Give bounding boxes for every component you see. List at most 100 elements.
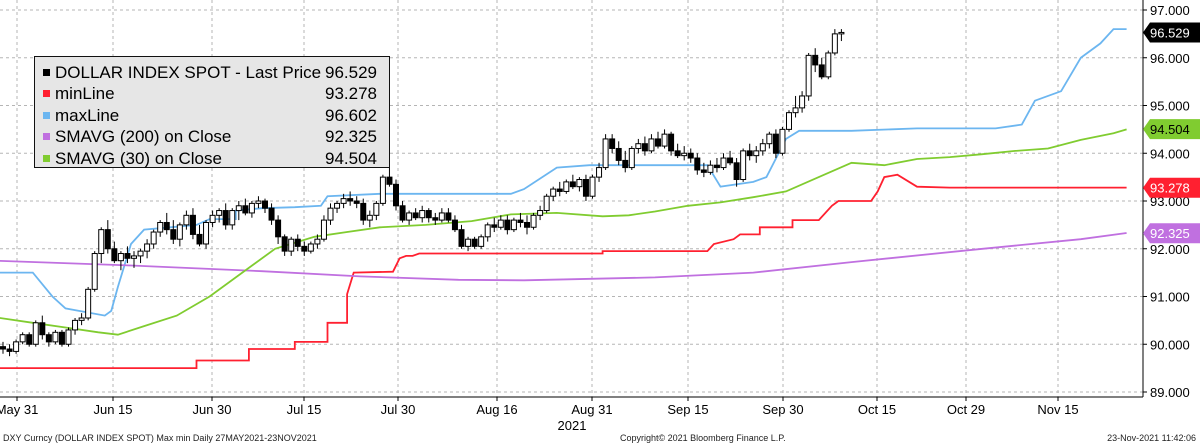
candle-body [818, 64, 825, 78]
candle [98, 227, 105, 264]
candle [216, 208, 223, 223]
candle-body [216, 210, 223, 216]
candle [510, 217, 517, 233]
candle-body [661, 133, 668, 147]
candle [157, 220, 164, 237]
candle [301, 241, 308, 256]
last-value-tag-label: 96.529 [1150, 25, 1190, 40]
candle [818, 57, 825, 80]
candle [52, 329, 59, 345]
candle [596, 162, 603, 182]
candle [13, 339, 20, 354]
candle [491, 217, 498, 233]
y-tick-label: 95.000 [1150, 99, 1190, 114]
candle [812, 48, 819, 73]
candle [563, 179, 570, 194]
candle-body [622, 159, 629, 169]
candle [766, 131, 773, 149]
candle [530, 212, 537, 230]
candle-body [759, 143, 766, 152]
candle-body [222, 210, 229, 226]
candle [6, 344, 13, 357]
footer-timestamp: 23-Nov-2021 11:42:06 [1107, 433, 1196, 443]
y-tick-label: 97.000 [1150, 3, 1190, 18]
candle-body [248, 202, 255, 214]
candle-body [393, 183, 399, 207]
candle-body [104, 229, 111, 250]
x-tick-label: Jun 30 [192, 402, 231, 417]
candle-body [772, 133, 779, 154]
candle-body [602, 138, 609, 169]
candle-body [766, 133, 773, 145]
candle [340, 193, 347, 209]
candle-body [262, 200, 268, 209]
candle-body [189, 214, 196, 235]
candle [379, 174, 386, 206]
candle [713, 158, 720, 173]
legend-row-minline: minLine 93.278 [43, 83, 383, 104]
candle [641, 136, 648, 156]
candle [635, 138, 642, 154]
candle [838, 29, 845, 42]
candle [661, 129, 668, 149]
candle-body [209, 214, 216, 223]
candle [65, 327, 72, 347]
candle [504, 215, 511, 235]
candle [255, 196, 262, 209]
candle-body [386, 176, 393, 185]
legend-swatch-sma200 [43, 133, 50, 141]
candle [438, 208, 445, 223]
candle-body [733, 162, 740, 181]
candle-body [543, 195, 550, 212]
candle-body [39, 322, 46, 336]
legend-row-dxy: DOLLAR INDEX SPOT - Last Price 96.529 [43, 62, 383, 83]
candle-body [746, 150, 753, 157]
y-tick-label: 91.000 [1150, 290, 1190, 305]
last-value-tag-label: 94.504 [1150, 122, 1190, 137]
legend-swatch-dxy [43, 69, 50, 76]
candle-body [550, 188, 557, 197]
candle [399, 201, 406, 223]
candle [111, 241, 118, 264]
legend-swatch-minline [43, 90, 50, 98]
candle-body [740, 150, 747, 181]
x-tick-label: Sep 30 [762, 402, 803, 417]
x-tick-label: Sep 15 [667, 402, 708, 417]
candle [26, 332, 33, 347]
candle-body [478, 236, 485, 247]
y-tick-label: 93.000 [1150, 194, 1190, 209]
candle-body [681, 152, 688, 157]
candle-body [366, 214, 373, 221]
last-value-tag-3: 92.325 [1143, 223, 1200, 244]
legend-row-maxline: maxLine 96.602 [43, 105, 383, 126]
candle-body [713, 164, 720, 169]
candle-body [301, 245, 308, 252]
candle [772, 129, 779, 159]
legend-value: 96.529 [325, 63, 377, 82]
candle [58, 329, 65, 347]
axes: 89.000 90.000 91.000 92.000 93.000 94.000 95.0… [0, 0, 1190, 433]
footer-source: DXY Curncy (DOLLAR INDEX SPOT) Max min D… [3, 433, 317, 443]
candle [242, 198, 249, 216]
candle-body [556, 188, 563, 192]
candle [786, 110, 792, 132]
candle [727, 150, 734, 166]
candle-body [196, 233, 203, 245]
candle-body [406, 212, 413, 221]
last-value-tag-0: 96.529 [1143, 22, 1200, 43]
series-lines [0, 28, 1127, 369]
candle-body [779, 128, 786, 154]
candle-body [812, 54, 819, 66]
candle-body [792, 107, 799, 114]
candle-body [471, 238, 478, 247]
x-tick-label: Oct 29 [947, 402, 985, 417]
candle [262, 198, 268, 213]
candle [622, 150, 629, 173]
candle-body [373, 202, 380, 216]
legend-value: 92.325 [325, 127, 377, 147]
candle-body [314, 238, 321, 245]
candle [229, 208, 236, 230]
candle-body [347, 198, 354, 202]
legend-label: maxLine [55, 105, 120, 125]
candle [419, 205, 426, 223]
